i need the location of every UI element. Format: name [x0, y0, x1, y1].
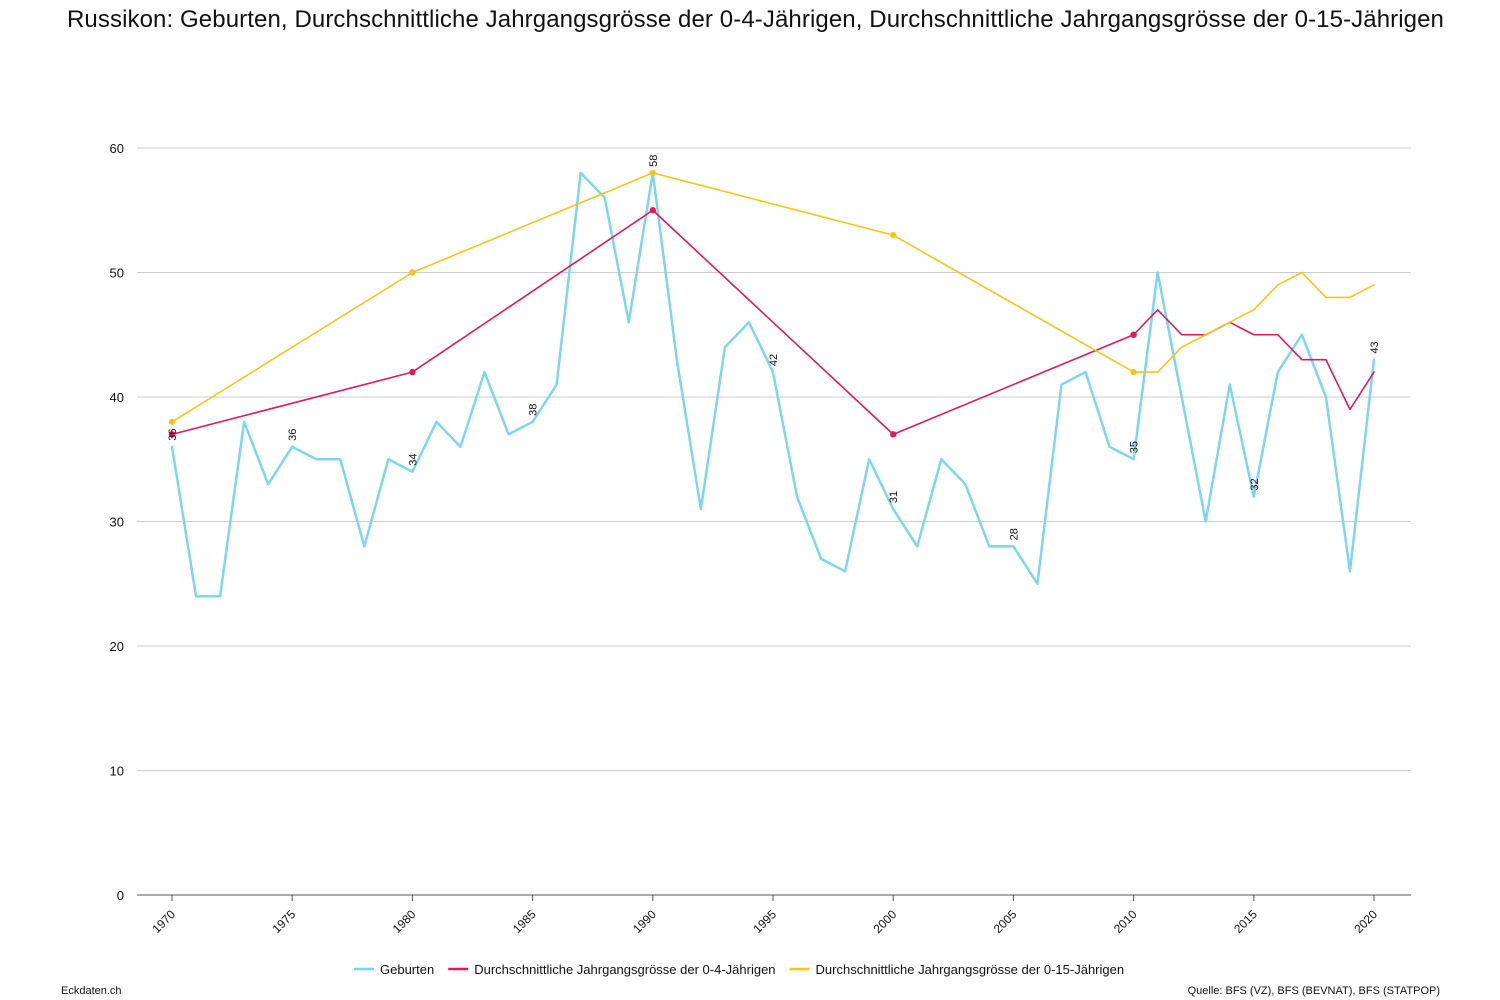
y-tick-0: 0: [117, 888, 124, 903]
x-tick-1970: 1970: [149, 907, 178, 936]
x-axis: 1970 1975 1980 1985 1990 1995 2000 2005 2010 2015…: [137, 894, 1411, 936]
legend: Geburten Durchschnittliche Jahrgangsgröss…: [354, 962, 1124, 977]
series-lines: [168, 169, 1376, 598]
legend-label-1: Durchschnittliche Jahrgangsgrösse der 0-…: [474, 962, 775, 977]
x-tick-1990: 1990: [630, 907, 659, 936]
chart-title: Russikon: Geburten, Durchschnittliche Ja…: [67, 6, 1445, 33]
x-tick-1980: 1980: [390, 907, 419, 936]
y-tick-50: 50: [110, 266, 124, 281]
series-2-point-2010: [1130, 368, 1137, 376]
data-label-2005: 28: [1008, 528, 1020, 540]
y-tick-30: 30: [110, 515, 124, 530]
series-2-point-1970: [168, 418, 176, 426]
x-tick-2000: 2000: [871, 907, 900, 936]
series-1-point-2010: [1130, 331, 1137, 338]
y-tick-10: 10: [110, 764, 124, 779]
y-tick-60: 60: [110, 141, 124, 156]
series-2-point-2000: [890, 231, 897, 239]
series-1-point-2000: [890, 431, 897, 438]
data-label-1990: 58: [648, 155, 660, 167]
series-line-2: [171, 172, 1375, 423]
brand-label: Eckdaten.ch: [61, 985, 122, 997]
x-tick-2010: 2010: [1111, 907, 1140, 936]
y-axis-ticks: 0 10 20 30 40 50 60: [110, 141, 124, 903]
series-line-1: [171, 209, 1375, 436]
series-2-point-1990: [649, 169, 656, 177]
x-tick-2015: 2015: [1231, 907, 1260, 936]
series-line-0: [170, 171, 1376, 598]
x-tick-1985: 1985: [510, 907, 539, 936]
data-label-2020: 43: [1369, 341, 1381, 353]
data-label-1970: 36: [167, 429, 179, 441]
series-2-point-1980: [409, 269, 416, 276]
series-1-point-1990: [649, 207, 656, 214]
x-tick-2005: 2005: [991, 907, 1020, 936]
data-label-2000: 31: [888, 491, 900, 503]
legend-label-2: Durchschnittliche Jahrgangsgrösse der 0-…: [816, 962, 1125, 977]
series-1-point-1980: [409, 368, 416, 376]
y-tick-20: 20: [110, 639, 124, 654]
data-label-1985: 38: [528, 404, 540, 416]
data-label-1980: 34: [407, 453, 419, 465]
data-label-1995: 42: [768, 354, 780, 366]
series-1-point-1970: [168, 431, 176, 438]
data-labels: 36 36 34 38 58 42 31 28 35 32 43: [167, 155, 1381, 541]
grid-lines: [137, 147, 1411, 771]
x-tick-2020: 2020: [1351, 907, 1380, 936]
data-label-2015: 32: [1249, 478, 1261, 490]
x-tick-1975: 1975: [270, 907, 299, 936]
source-label: Quelle: BFS (VZ), BFS (BEVNAT), BFS (STA…: [1187, 985, 1440, 997]
data-label-2010: 35: [1129, 441, 1141, 453]
x-tick-1995: 1995: [750, 907, 779, 936]
y-tick-40: 40: [110, 390, 124, 405]
data-label-1975: 36: [287, 429, 299, 441]
legend-label-0: Geburten: [380, 962, 434, 977]
